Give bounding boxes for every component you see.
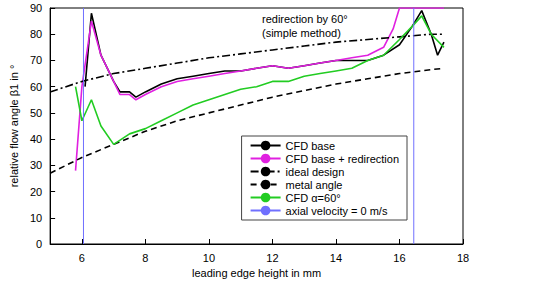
svg-text:80: 80: [30, 28, 42, 40]
svg-text:10: 10: [30, 212, 42, 224]
svg-text:90: 90: [30, 2, 42, 14]
svg-text:axial velocity = 0 m/s: axial velocity = 0 m/s: [286, 205, 388, 217]
svg-text:30: 30: [30, 159, 42, 171]
svg-text:6: 6: [79, 252, 85, 264]
svg-text:0: 0: [36, 238, 42, 250]
svg-text:CFD base: CFD base: [286, 140, 336, 152]
svg-text:20: 20: [30, 186, 42, 198]
svg-text:70: 70: [30, 54, 42, 66]
svg-text:40: 40: [30, 133, 42, 145]
svg-text:50: 50: [30, 107, 42, 119]
svg-text:18: 18: [457, 252, 469, 264]
svg-text:16: 16: [393, 252, 405, 264]
svg-text:relative flow angle β1 in °: relative flow angle β1 in °: [8, 65, 20, 188]
svg-text:redirection by 60°: redirection by 60°: [262, 13, 348, 25]
svg-text:leading edge height in mm: leading edge height in mm: [192, 267, 321, 279]
svg-text:12: 12: [266, 252, 278, 264]
svg-text:metal angle: metal angle: [286, 179, 343, 191]
svg-text:8: 8: [142, 252, 148, 264]
svg-text:14: 14: [330, 252, 342, 264]
svg-text:(simple method): (simple method): [262, 27, 341, 39]
svg-text:10: 10: [203, 252, 215, 264]
svg-text:CFD base + redirection: CFD base + redirection: [286, 153, 399, 165]
svg-text:60: 60: [30, 81, 42, 93]
svg-text:CFD α=60°: CFD α=60°: [286, 192, 341, 204]
svg-text:ideal design: ideal design: [286, 166, 345, 178]
